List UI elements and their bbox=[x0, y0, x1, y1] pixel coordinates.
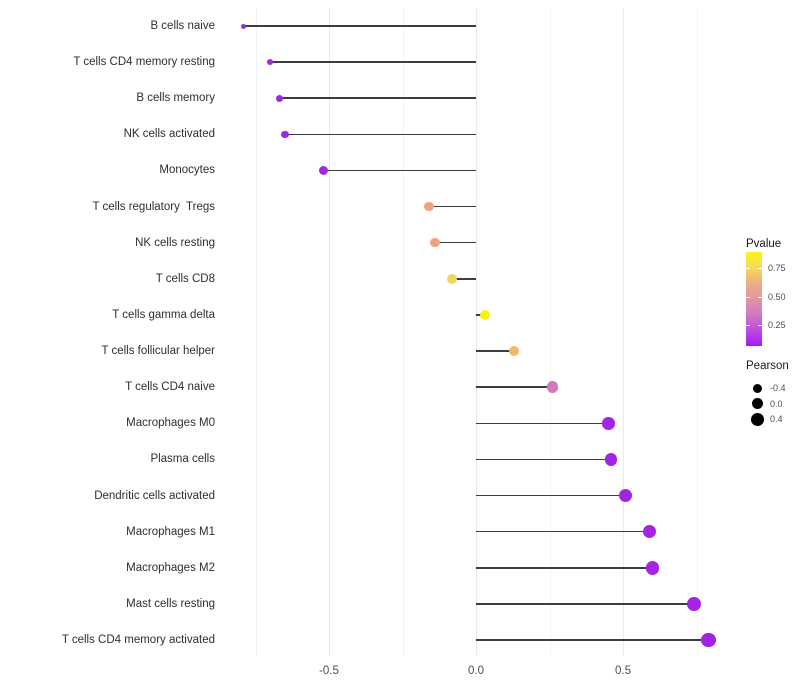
stem bbox=[243, 25, 476, 27]
stem bbox=[476, 530, 650, 533]
category-label: T cells follicular helper bbox=[101, 345, 215, 358]
stem bbox=[476, 458, 612, 461]
gridline-minor bbox=[549, 8, 551, 656]
gridline-major bbox=[329, 8, 330, 656]
stem bbox=[476, 422, 609, 425]
x-axis-tick-label: 0.5 bbox=[615, 665, 631, 677]
category-label: Macrophages M1 bbox=[126, 525, 215, 538]
x-axis-tick-label: -0.5 bbox=[319, 665, 339, 677]
point-dot bbox=[266, 58, 274, 66]
point-dot bbox=[447, 273, 458, 284]
pearson-legend-title: Pearson bbox=[746, 360, 789, 372]
category-label: T cells regulatory Tregs bbox=[92, 200, 215, 213]
point-dot bbox=[318, 165, 328, 175]
point-dot bbox=[424, 201, 434, 212]
stem bbox=[476, 567, 653, 569]
stem bbox=[452, 278, 476, 280]
category-label: T cells CD4 memory resting bbox=[73, 56, 215, 69]
category-label: T cells CD8 bbox=[155, 272, 215, 285]
pvalue-tick-label: 0.50 bbox=[768, 292, 786, 302]
point-dot bbox=[275, 94, 283, 102]
pvalue-legend-title: Pvalue bbox=[746, 238, 782, 250]
category-label: NK cells resting bbox=[135, 236, 215, 249]
point-dot bbox=[241, 23, 247, 29]
stem bbox=[476, 386, 553, 388]
stem bbox=[284, 133, 476, 136]
point-dot bbox=[619, 489, 633, 503]
stem bbox=[434, 241, 476, 244]
point-dot bbox=[686, 596, 701, 611]
category-label: B cells memory bbox=[136, 92, 215, 105]
category-label: T cells gamma delta bbox=[112, 308, 215, 321]
stem bbox=[476, 494, 626, 497]
point-dot bbox=[645, 561, 660, 575]
category-label: T cells CD4 naive bbox=[125, 381, 215, 394]
point-dot bbox=[546, 381, 559, 393]
gridline-minor bbox=[402, 8, 404, 656]
category-label: T cells CD4 memory activated bbox=[61, 634, 215, 647]
category-label: Macrophages M0 bbox=[126, 417, 215, 430]
pvalue-tick-mark bbox=[746, 297, 750, 298]
pearson-legend-dot bbox=[751, 398, 763, 409]
pvalue-tick-label: 0.75 bbox=[768, 263, 786, 273]
pvalue-tick-label: 0.25 bbox=[768, 320, 786, 330]
category-label: NK cells activated bbox=[123, 128, 215, 141]
category-label: Monocytes bbox=[159, 164, 215, 177]
point-dot bbox=[701, 632, 716, 648]
pvalue-gradient-bar bbox=[746, 252, 762, 346]
category-label: Plasma cells bbox=[150, 453, 215, 466]
pvalue-tick-mark bbox=[758, 297, 762, 298]
point-dot bbox=[602, 417, 615, 430]
point-dot bbox=[642, 524, 657, 539]
gridline-major bbox=[476, 8, 477, 656]
stem bbox=[323, 169, 476, 172]
category-label: Mast cells resting bbox=[126, 597, 215, 610]
point-dot bbox=[508, 345, 520, 357]
stem bbox=[476, 639, 709, 641]
point-dot bbox=[281, 130, 289, 139]
point-dot bbox=[604, 453, 618, 466]
category-label: Macrophages M2 bbox=[126, 561, 215, 574]
gridline-minor bbox=[255, 8, 257, 656]
pvalue-tick-mark bbox=[746, 268, 750, 269]
x-axis-tick-label: 0.0 bbox=[468, 665, 484, 677]
pvalue-tick-mark bbox=[758, 268, 762, 269]
pearson-legend-label: 0.0 bbox=[770, 398, 783, 409]
stem bbox=[270, 61, 476, 63]
pearson-legend-dot bbox=[752, 383, 762, 393]
stem bbox=[279, 97, 476, 99]
gridline-minor bbox=[696, 8, 698, 656]
point-dot bbox=[430, 237, 440, 248]
pearson-legend-dot bbox=[750, 412, 764, 426]
stem bbox=[476, 350, 515, 352]
point-dot bbox=[479, 309, 491, 321]
category-label: Dendritic cells activated bbox=[94, 489, 215, 502]
pearson-legend-label: -0.4 bbox=[770, 383, 786, 393]
gridline-major bbox=[623, 8, 624, 656]
pearson-legend-label: 0.4 bbox=[770, 414, 783, 424]
category-label: B cells naive bbox=[150, 20, 215, 32]
pvalue-tick-mark bbox=[758, 325, 762, 326]
stem bbox=[476, 603, 694, 605]
stem bbox=[428, 205, 476, 208]
pvalue-tick-mark bbox=[746, 325, 750, 326]
